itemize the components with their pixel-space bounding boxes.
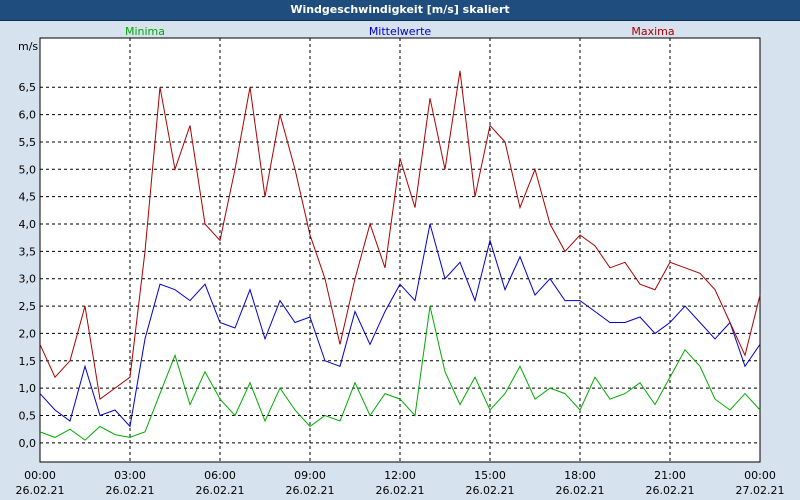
x-tick-date: 26.02.21 [376,484,425,497]
y-tick-label: 4,5 [19,191,37,204]
x-tick-time: 06:00 [204,469,236,482]
x-tick-time: 03:00 [114,469,146,482]
x-tick-time: 15:00 [474,469,506,482]
y-axis-ticks: 0,0 0,5 1,0 1,5 2,0 2,5 3,0 3,5 4,0 4,5 5,0 5,5 6,0 6… [19,81,37,450]
x-tick-time: 09:00 [294,469,326,482]
y-tick-label: 6,5 [19,81,37,94]
y-tick-label: 0,5 [19,409,37,422]
x-tick-time: 18:00 [564,469,596,482]
title-bar: Windgeschwindigkeit [m/s] skaliert [0,0,800,21]
legend-minima: Minima [125,25,165,38]
series-maxima-line [39,70,761,400]
y-tick-label: 2,5 [19,300,37,313]
series-mittelwerte-line [39,223,761,428]
x-tick-date: 26.02.21 [106,484,155,497]
y-tick-label: 1,5 [19,355,37,368]
y-axis-label: m/s [18,40,38,53]
x-axis-ticks: 00:00 26.02.21 03:00 26.02.21 06:00 26.02.21 0… [16,469,785,497]
x-tick-date: 26.02.21 [16,484,65,497]
x-tick-date: 27.02.21 [736,484,785,497]
x-tick-date: 26.02.21 [196,484,245,497]
x-tick-time: 00:00 [24,469,56,482]
x-tick-time: 00:00 [744,469,776,482]
y-tick-label: 4,0 [19,218,37,231]
legend-maxima: Maxima [631,25,674,38]
y-tick-label: 3,5 [19,245,37,258]
y-tick-label: 3,0 [19,273,37,286]
y-tick-label: 0,0 [19,437,37,450]
x-tick-time: 12:00 [384,469,416,482]
grid-lines [40,38,760,462]
x-tick-date: 26.02.21 [646,484,695,497]
x-tick-date: 26.02.21 [556,484,605,497]
y-tick-label: 1,0 [19,382,37,395]
y-tick-label: 5,0 [19,163,37,176]
x-tick-date: 26.02.21 [286,484,335,497]
legend-mittelwerte: Mittelwerte [369,25,432,38]
x-tick-date: 26.02.21 [466,484,515,497]
chart-title: Windgeschwindigkeit [m/s] skaliert [290,3,510,16]
y-tick-label: 2,0 [19,327,37,340]
series-lines [39,70,761,441]
x-tick-time: 21:00 [654,469,686,482]
y-tick-label: 5,5 [19,136,37,149]
y-tick-label: 6,0 [19,109,37,122]
series-minima-line [39,305,761,441]
